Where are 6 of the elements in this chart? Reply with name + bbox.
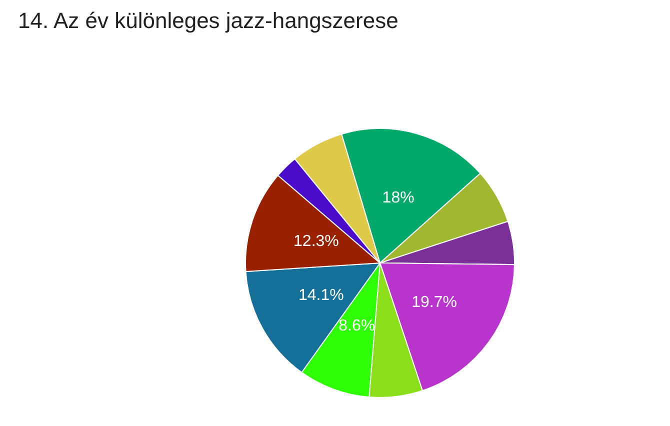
data-label: 19.7% bbox=[412, 294, 457, 312]
data-label: 14.1% bbox=[298, 287, 344, 304]
data-label: 18% bbox=[382, 190, 414, 207]
chart-title: 14. Az év különleges jazz-hangszerese bbox=[18, 8, 398, 34]
data-label: 12.3% bbox=[294, 233, 339, 250]
data-label: 8.6% bbox=[338, 318, 376, 335]
